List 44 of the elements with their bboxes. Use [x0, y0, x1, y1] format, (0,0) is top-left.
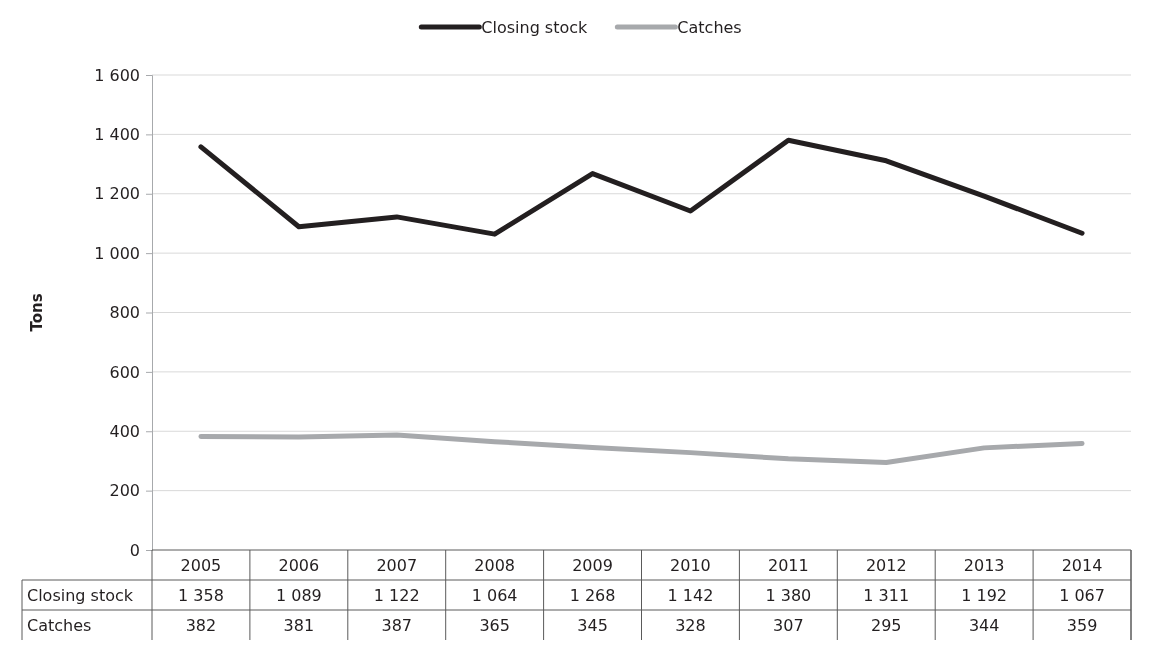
legend-label: Closing stock — [481, 18, 589, 37]
y-tick-label: 600 — [109, 362, 140, 382]
data-label: 1 142 — [667, 586, 714, 605]
x-tick-label: 2012 — [865, 556, 907, 575]
data-label: 1 358 — [178, 586, 224, 605]
data-label: 359 — [1066, 616, 1098, 635]
x-tick-label: 2006 — [278, 556, 320, 575]
data-label: 1 089 — [275, 586, 322, 605]
legend-label: Catches — [677, 18, 742, 37]
data-label: 328 — [675, 616, 706, 635]
data-label: 1 192 — [961, 586, 1008, 605]
y-tick-label: 1 000 — [94, 243, 140, 263]
y-tick-label: 1 200 — [94, 184, 140, 204]
x-tick-label: 2014 — [1061, 556, 1103, 575]
x-tick-label: 2009 — [572, 556, 613, 575]
data-label: 387 — [381, 616, 413, 635]
x-tick-label: 2010 — [670, 556, 711, 575]
data-label: 1 067 — [1059, 586, 1105, 605]
data-label: 381 — [283, 616, 315, 635]
data-label: 1 268 — [569, 586, 616, 605]
y-axis-title: Tons — [28, 293, 46, 332]
y-tick-label: 200 — [109, 481, 140, 501]
data-label: 344 — [968, 616, 1000, 635]
x-tick-label: 2005 — [180, 556, 222, 575]
data-label: 345 — [577, 616, 608, 635]
x-tick-label: 2011 — [767, 556, 809, 575]
data-label: 307 — [773, 616, 804, 635]
y-tick-label: 400 — [109, 421, 140, 441]
data-label: 1 380 — [765, 586, 812, 605]
data-label: 1 311 — [863, 586, 910, 605]
x-tick-label: 2007 — [376, 556, 418, 575]
x-tick-label: 2008 — [474, 556, 516, 575]
text: Closing stock — [27, 586, 134, 605]
y-tick-label: 800 — [109, 303, 140, 323]
y-tick-label: 0 — [129, 540, 140, 560]
x-tick-label: 2013 — [963, 556, 1005, 575]
data-label: 382 — [185, 616, 217, 635]
data-label: 295 — [870, 616, 902, 635]
data-label: 1 064 — [471, 586, 518, 605]
y-tick-label: 1 600 — [94, 65, 140, 85]
data-label: 1 122 — [373, 586, 420, 605]
data-label: 365 — [479, 616, 510, 635]
y-tick-label: 1 400 — [94, 125, 140, 144]
text: Catches — [27, 616, 92, 635]
